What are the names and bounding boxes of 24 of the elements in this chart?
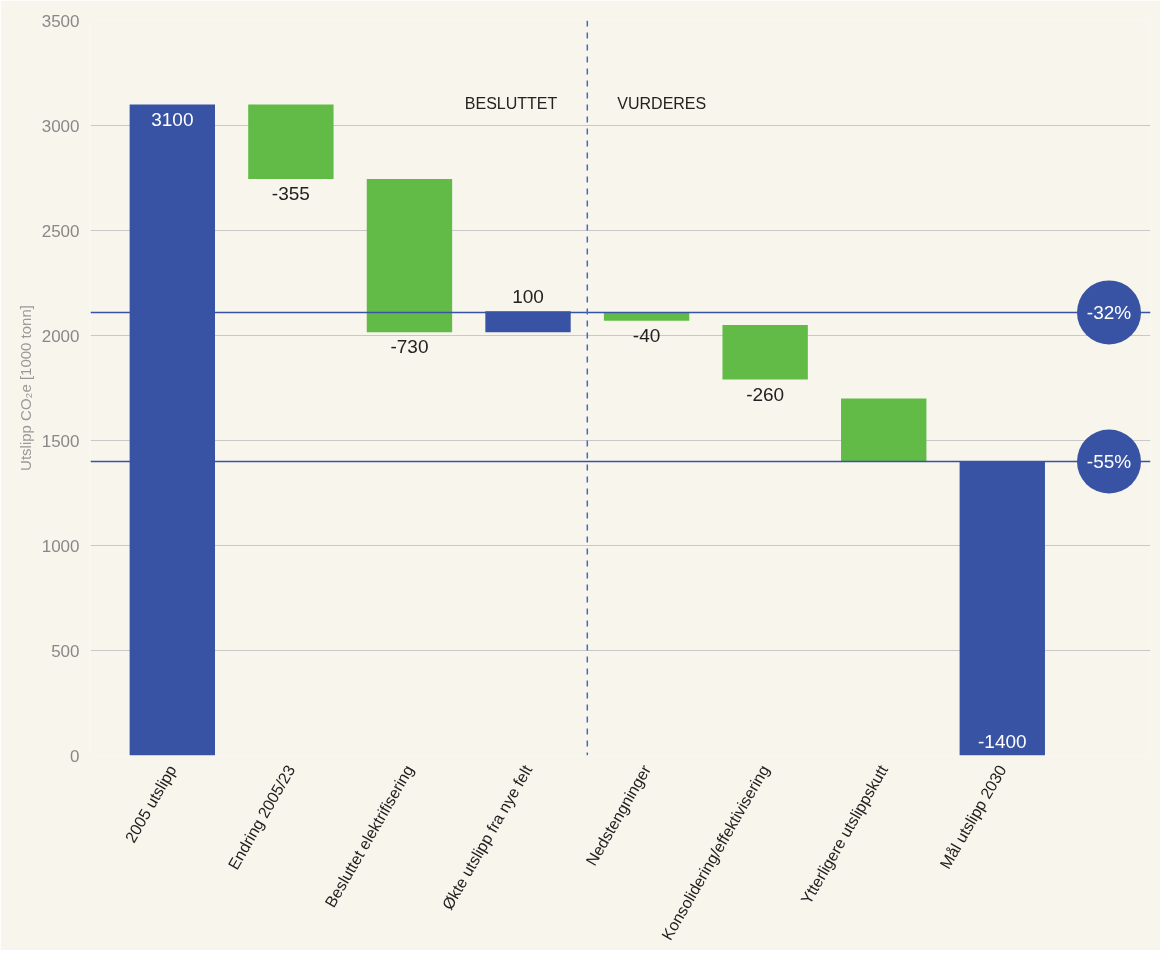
annotation: BESLUTTET: [464, 95, 558, 113]
data-label: 3100: [151, 108, 194, 130]
y-tick-label: 1500: [41, 431, 80, 451]
y-axis-title: Utslipp CO₂e [1000 tonn]: [16, 305, 34, 471]
bar: [722, 325, 808, 380]
y-tick-label: 500: [51, 641, 80, 661]
data-label: -355: [271, 183, 310, 205]
y-tick-label: 3500: [41, 11, 80, 31]
y-tick-label: 2000: [41, 326, 80, 346]
data-label: -260: [746, 383, 785, 405]
bar: [366, 179, 453, 333]
annotation: -55%: [1086, 451, 1132, 472]
data-label: -730: [390, 336, 429, 358]
annotation: VURDERES: [617, 95, 707, 113]
y-tick-label: 0: [70, 746, 80, 766]
data-label: -40: [632, 324, 661, 346]
data-label: 100: [512, 286, 544, 308]
bar: [248, 104, 334, 180]
annotation: -32%: [1086, 301, 1132, 323]
annotation: -1400: [977, 730, 1027, 752]
y-tick-label: 1000: [41, 536, 80, 556]
bar: [841, 398, 927, 462]
y-tick-label: 3000: [41, 116, 80, 136]
y-tick-label: 2500: [41, 221, 80, 241]
